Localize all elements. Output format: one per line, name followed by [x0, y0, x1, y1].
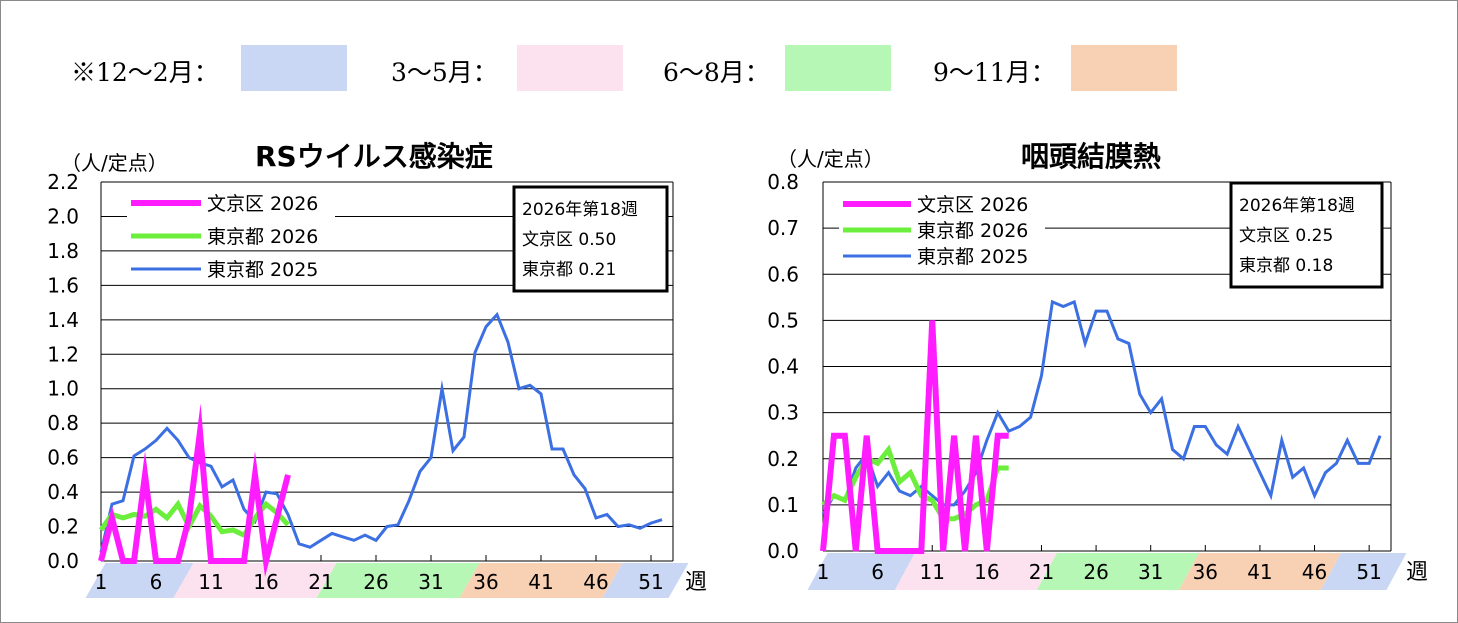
y-tick-label: 0.0	[47, 549, 79, 573]
x-tick-label: 26	[363, 570, 388, 594]
info-box	[512, 185, 669, 293]
legend-label: 文京区 2026	[917, 194, 1028, 216]
season-swatch-autumn	[1071, 45, 1177, 91]
x-tick-label: 36	[1193, 560, 1218, 584]
x-tick-label: 6	[150, 570, 163, 594]
series-line	[821, 444, 1009, 522]
season-band	[602, 563, 689, 598]
season-band	[1178, 553, 1341, 590]
y-tick-label: 2.0	[47, 204, 79, 228]
x-tick-label: 31	[1138, 560, 1163, 584]
y-unit-label-rs: （人/定点）	[61, 151, 168, 175]
x-tick-label: 11	[198, 570, 223, 594]
chart-title-rs: RSウイルス感染症	[255, 140, 493, 173]
y-tick-label: 2.2	[47, 171, 79, 194]
x-tick-label: 16	[253, 570, 278, 594]
season-label-spring: 3～5月：	[391, 58, 498, 87]
season-band	[894, 553, 1057, 590]
x-axis-unit: 週	[685, 570, 707, 595]
y-tick-label: 0.8	[47, 411, 79, 435]
y-tick-label: 0.4	[767, 355, 799, 379]
legend-label: 東京都 2025	[207, 259, 318, 281]
y-tick-label: 1.8	[47, 239, 79, 263]
y-tick-label: 0.0	[767, 539, 799, 563]
x-tick-label: 46	[583, 570, 608, 594]
series-line	[98, 499, 290, 539]
legend-label: 東京都 2026	[207, 226, 318, 248]
pcf-chart: 0.00.10.20.30.40.50.60.70.81 6 11 16 21 26 31 3…	[767, 171, 1428, 590]
season-label-summer: 6～8月：	[663, 58, 770, 87]
y-unit-label-pcf: （人/定点）	[777, 147, 884, 171]
info-box-line: 2026年第18週	[1239, 196, 1355, 216]
season-band	[1036, 553, 1199, 590]
x-tick-label: 16	[974, 560, 999, 584]
info-box-line: 2026年第18週	[522, 200, 638, 220]
y-tick-label: 1.0	[47, 377, 79, 401]
season-label-autumn: 9～11月：	[933, 58, 1056, 87]
season-band	[173, 563, 337, 598]
x-tick-label: 1	[817, 560, 830, 584]
x-tick-label: 36	[473, 570, 498, 594]
x-axis-unit: 週	[1406, 560, 1428, 585]
x-tick-label: 46	[1302, 560, 1327, 584]
y-tick-label: 0.6	[767, 262, 799, 286]
season-swatch-summer	[785, 45, 891, 91]
y-tick-label: 0.2	[767, 447, 799, 471]
x-tick-label: 11	[920, 560, 945, 584]
season-band	[807, 553, 915, 590]
x-tick-label: 1	[95, 570, 108, 594]
x-tick-label: 26	[1083, 560, 1108, 584]
y-tick-label: 0.5	[767, 308, 799, 332]
season-band	[1320, 553, 1407, 590]
y-tick-label: 0.3	[767, 401, 799, 425]
season-legend: ※12～2月： 3～5月： 6～8月： 9～11月：	[71, 45, 1457, 93]
x-tick-label: 51	[638, 570, 663, 594]
y-tick-label: 1.2	[47, 342, 79, 366]
season-band	[459, 563, 623, 598]
y-tick-label: 1.4	[47, 308, 79, 332]
y-tick-label: 0.7	[767, 216, 799, 240]
rs-virus-chart: 0.00.20.40.60.81.01.21.41.61.82.02.21 6 11…	[47, 171, 707, 598]
chart-title-pcf: 咽頭結膜熱	[1021, 140, 1162, 173]
y-tick-label: 0.4	[47, 480, 79, 504]
series-line	[821, 299, 1382, 515]
x-tick-label: 21	[308, 570, 333, 594]
info-box	[1229, 181, 1384, 289]
info-box-line: 文京区 0.50	[522, 230, 616, 250]
legend-label: 東京都 2025	[917, 246, 1028, 268]
series-line	[820, 320, 1009, 554]
info-box-line: 文京区 0.25	[1239, 226, 1333, 246]
season-swatch-winter	[241, 45, 347, 91]
x-tick-label: 6	[871, 560, 884, 584]
x-tick-label: 21	[1029, 560, 1054, 584]
legend-label: 東京都 2026	[917, 220, 1028, 242]
y-tick-label: 0.1	[767, 493, 799, 517]
info-box-line: 東京都 0.21	[522, 260, 616, 280]
series-line	[98, 403, 291, 577]
y-tick-label: 0.2	[47, 515, 79, 539]
season-band	[85, 563, 194, 598]
x-tick-label: 41	[528, 570, 553, 594]
x-tick-label: 51	[1356, 560, 1381, 584]
x-tick-label: 41	[1247, 560, 1272, 584]
y-tick-label: 1.6	[47, 273, 79, 297]
legend-label: 文京区 2026	[207, 193, 318, 215]
season-band	[316, 563, 480, 598]
info-box-line: 東京都 0.18	[1239, 256, 1333, 276]
x-tick-label: 31	[418, 570, 443, 594]
y-tick-label: 0.8	[767, 171, 799, 194]
y-tick-label: 0.6	[47, 446, 79, 470]
season-swatch-spring	[517, 45, 623, 91]
season-label-winter: ※12～2月：	[71, 58, 219, 87]
